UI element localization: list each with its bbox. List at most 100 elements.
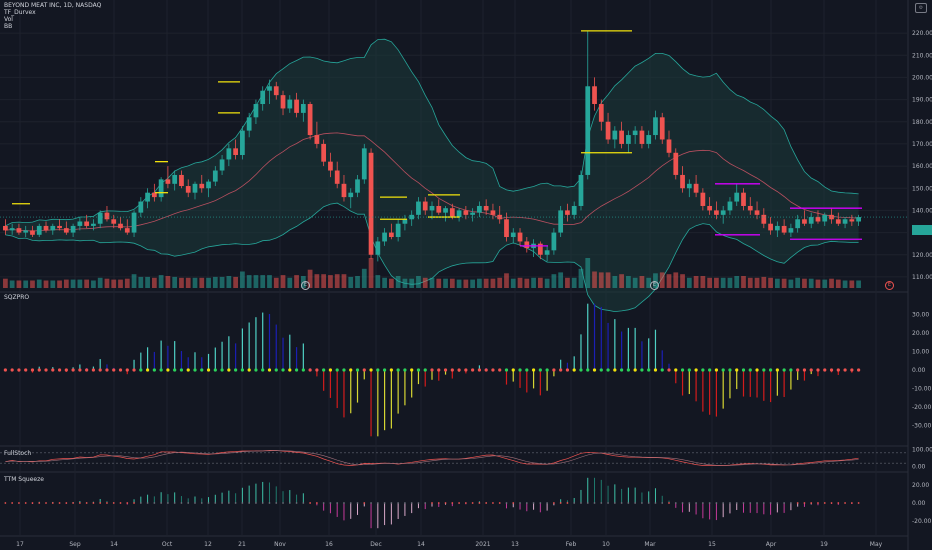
fullstoch-pane-title[interactable]: FullStoch — [4, 450, 32, 457]
ttm-histogram-bar — [228, 490, 230, 503]
sqz-dot — [491, 368, 495, 372]
volume-bar — [361, 268, 367, 288]
volume-bar — [592, 271, 597, 288]
candle-body — [571, 205, 577, 215]
sqz-dot — [626, 368, 630, 372]
volume-bar — [36, 279, 42, 288]
ttm-histogram-bar — [302, 493, 304, 503]
ttm-dot — [417, 502, 420, 504]
sqz-dot — [355, 368, 360, 372]
indicator-bb-label[interactable]: BB — [4, 23, 13, 30]
earnings-marker-3[interactable]: E — [885, 281, 894, 290]
gear-icon[interactable]: ⚙ — [915, 3, 927, 13]
candle-body — [707, 205, 713, 211]
candle-body — [219, 159, 225, 171]
volume-bar — [402, 278, 408, 288]
ttm-y-tick-label: 20.00 — [912, 482, 929, 489]
ttm-histogram-bar — [133, 499, 135, 503]
volume-bar — [849, 280, 855, 288]
ttm-dot — [546, 502, 549, 504]
sqz-dot — [78, 368, 82, 372]
ttm-dot — [830, 502, 833, 504]
volume-bar — [348, 276, 354, 288]
sqzpro-pane-title[interactable]: SQZPRO — [4, 294, 30, 301]
ttm-dot — [112, 502, 115, 504]
ttm-dot — [207, 502, 210, 504]
x-tick-label: Nov — [274, 541, 286, 548]
sqz-momentum-bar — [431, 370, 433, 380]
ttm-histogram-bar — [316, 503, 318, 506]
sqz-momentum-bar — [221, 341, 223, 370]
volume-bar — [456, 279, 462, 288]
sqz-momentum-bar — [194, 352, 196, 370]
volume-bar — [179, 277, 184, 288]
candle-body — [700, 192, 706, 206]
volume-bar — [646, 277, 652, 288]
candle-body — [781, 225, 787, 233]
volume-bar — [686, 277, 692, 288]
sqz-momentum-bar — [377, 370, 379, 437]
ttm-dot — [817, 502, 819, 504]
sqz-dot — [200, 368, 204, 372]
earnings-marker-1[interactable]: E — [301, 281, 310, 290]
volume-bar — [395, 276, 401, 288]
ttm-squeeze-pane-title[interactable]: TTM Squeeze — [4, 476, 44, 483]
candle-body — [720, 210, 726, 215]
ttm-histogram-bar — [167, 494, 169, 503]
volume-bar — [504, 273, 509, 288]
sqz-dot — [382, 368, 387, 372]
volume-bar — [666, 274, 672, 288]
volume-bar — [118, 279, 123, 288]
sqz-dot — [328, 368, 333, 372]
ttm-dot — [329, 502, 332, 504]
earnings-marker-2[interactable]: E — [650, 281, 659, 290]
sqz-dot — [613, 368, 617, 372]
ttm-histogram-bar — [417, 503, 419, 509]
ttm-dot — [762, 502, 765, 504]
ttm-dot — [796, 502, 799, 504]
volume-bar — [788, 279, 794, 288]
candle-body — [659, 117, 665, 140]
x-tick-label: 13 — [511, 541, 519, 548]
ttm-dot — [850, 502, 853, 504]
ttm-dot — [519, 502, 521, 504]
candle-body — [368, 152, 374, 255]
ttm-dot — [160, 502, 163, 504]
sqz-dot — [294, 368, 299, 372]
indicator-durvex-label[interactable]: TF_Durvex — [4, 9, 36, 16]
ttm-dot — [620, 502, 623, 504]
candle-body — [84, 221, 90, 226]
sqz-momentum-bar — [201, 357, 203, 370]
ttm-dot — [106, 502, 108, 504]
ttm-dot — [248, 502, 251, 504]
ttm-dot — [268, 502, 271, 504]
volume-bar — [747, 277, 753, 288]
volume-bar — [707, 277, 713, 288]
sqz-momentum-bar — [641, 341, 643, 370]
indicator-vol-label[interactable]: Vol — [4, 16, 13, 23]
ttm-histogram-bar — [526, 503, 528, 512]
y-tick-label: 140.00 — [912, 207, 932, 214]
sqz-dot — [741, 368, 746, 372]
sqz-momentum-bar — [295, 347, 298, 370]
sqz-dot — [701, 368, 705, 372]
ttm-histogram-bar — [783, 503, 785, 513]
ttm-dot — [478, 502, 481, 504]
y-tick-label: 160.00 — [912, 163, 932, 170]
sqz-dot — [281, 368, 285, 372]
sqz-momentum-bar — [817, 370, 819, 377]
ttm-dot — [701, 502, 704, 504]
ttm-dot — [668, 502, 670, 504]
volume-bar — [138, 276, 144, 288]
sqz-momentum-bar — [790, 370, 792, 390]
sqz-momentum-bar — [526, 370, 528, 393]
candle-body — [321, 143, 327, 162]
sqz-dot — [768, 368, 773, 372]
sqz-momentum-bar — [106, 364, 108, 370]
sqz-dot — [775, 368, 779, 372]
sqz-momentum-bar — [532, 370, 535, 389]
candle-body — [734, 192, 740, 202]
ttm-dot — [343, 502, 345, 504]
sqz-momentum-bar — [214, 347, 216, 370]
